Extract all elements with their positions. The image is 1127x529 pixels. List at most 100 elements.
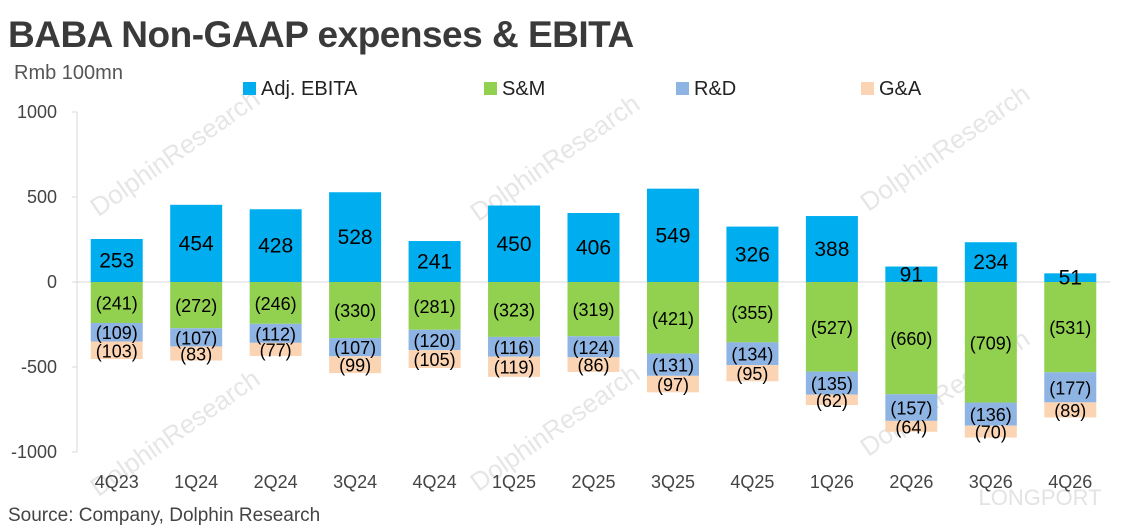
bar-ga: [488, 356, 541, 377]
x-tick-label: 1Q24: [174, 472, 218, 492]
data-label-ebita: 241: [417, 251, 452, 274]
x-tick-label: 4Q26: [1048, 472, 1092, 492]
bar-ga: [885, 420, 938, 432]
bar-rd: [1044, 372, 1097, 403]
x-tick-label: 3Q24: [333, 472, 377, 492]
bar-rd: [964, 402, 1017, 426]
bar-ebita: [646, 188, 699, 282]
legend: Adj. EBITA S&M R&D G&A: [243, 78, 922, 100]
y-tick-label: -500: [21, 357, 57, 377]
bar-sm: [567, 282, 620, 337]
data-label-sm: (319): [572, 300, 614, 320]
bar-rd: [249, 323, 302, 343]
bar-ga: [1044, 402, 1097, 418]
bar-rd: [488, 336, 541, 357]
data-label-ebita: 91: [900, 263, 923, 286]
data-label-rd: (134): [731, 345, 773, 365]
x-tick-label: 3Q26: [969, 472, 1013, 492]
y-tick-label: -1000: [11, 442, 57, 462]
bar-sm: [408, 282, 461, 330]
unit-label: Rmb 100mn: [14, 62, 123, 84]
data-label-ebita: 406: [576, 236, 611, 259]
bar-ga: [249, 342, 302, 356]
y-tick-label: 1000: [17, 102, 57, 122]
bar-ga: [170, 346, 223, 361]
legend-label-ga: G&A: [879, 78, 922, 100]
data-label-sm: (330): [334, 301, 376, 321]
bar-ga: [329, 356, 382, 374]
watermark-longport: LONGPORT: [978, 485, 1101, 510]
data-label-ebita: 326: [735, 243, 770, 266]
data-label-ebita: 234: [973, 251, 1008, 274]
data-label-sm: (323): [493, 300, 535, 320]
x-tick-label: 4Q25: [730, 472, 774, 492]
bar-rd: [805, 371, 858, 395]
data-label-rd: (109): [96, 323, 138, 343]
source-note: Source: Company, Dolphin Research: [8, 505, 321, 526]
data-label-ga: (95): [736, 364, 768, 384]
data-label-sm: (272): [175, 296, 217, 316]
bar-sm: [488, 282, 541, 337]
bar-sm: [170, 282, 223, 329]
bar-ebita: [249, 209, 302, 282]
bar-rd: [726, 342, 779, 366]
data-label-ga: (64): [895, 417, 927, 437]
bar-sm: [249, 282, 302, 324]
data-label-ga: (77): [260, 340, 292, 360]
data-label-sm: (660): [890, 329, 932, 349]
data-label-ga: (105): [414, 350, 456, 370]
data-label-ebita: 388: [814, 238, 849, 261]
bar-ga: [90, 341, 143, 360]
bar-ebita: [805, 216, 858, 282]
bar-rd: [646, 353, 699, 376]
data-label-sm: (527): [811, 318, 853, 338]
bar-ga: [567, 357, 620, 372]
bar-rd: [329, 338, 382, 357]
data-label-ebita: 428: [258, 235, 293, 258]
data-label-ga: (99): [339, 356, 371, 376]
bar-ebita: [329, 192, 382, 282]
bar-sm: [90, 282, 143, 323]
bar-sm: [964, 282, 1017, 403]
data-label-rd: (107): [334, 338, 376, 358]
bar-sm: [805, 282, 858, 372]
bar-rd: [90, 322, 143, 342]
legend-swatch-rd: [676, 82, 689, 95]
data-label-sm: (246): [255, 294, 297, 314]
bar-rd: [885, 394, 938, 421]
bar-ga: [646, 375, 699, 393]
bar-rd: [567, 336, 620, 358]
x-tick-label: 2Q26: [889, 472, 933, 492]
bar-ebita: [964, 242, 1017, 282]
data-label-rd: (116): [494, 338, 535, 358]
data-label-ebita: 51: [1059, 267, 1082, 290]
data-label-ebita: 528: [338, 226, 373, 249]
watermark-text: DolphinResearch: [85, 83, 266, 222]
data-label-ebita: 253: [99, 249, 134, 272]
data-label-rd: (112): [255, 324, 296, 344]
data-label-ga: (70): [975, 423, 1007, 443]
data-label-sm: (355): [731, 303, 773, 323]
data-label-rd: (157): [890, 399, 932, 419]
bar-ebita: [408, 241, 461, 282]
bar-sm: [1044, 282, 1097, 373]
data-label-sm: (281): [414, 297, 456, 317]
data-label-sm: (421): [652, 309, 694, 329]
legend-swatch-sm: [484, 82, 497, 95]
data-label-rd: (135): [811, 374, 853, 394]
y-tick-label: 0: [47, 272, 57, 292]
bar-ga: [408, 350, 461, 369]
bar-ga: [805, 394, 858, 406]
legend-label-rd: R&D: [694, 78, 736, 100]
data-label-rd: (120): [414, 331, 456, 351]
bar-rd: [170, 328, 223, 347]
data-label-ebita: 454: [179, 232, 214, 255]
labels-layer: 253(241)(109)(103)454(272)(107)(83)428(2…: [96, 224, 1092, 442]
legend-swatch-ga: [861, 82, 874, 95]
x-tick-label: 2Q25: [571, 472, 615, 492]
data-label-ga: (86): [577, 356, 609, 376]
data-label-rd: (131): [652, 356, 694, 376]
data-label-ga: (89): [1054, 401, 1086, 421]
data-label-ebita: 450: [497, 233, 532, 256]
